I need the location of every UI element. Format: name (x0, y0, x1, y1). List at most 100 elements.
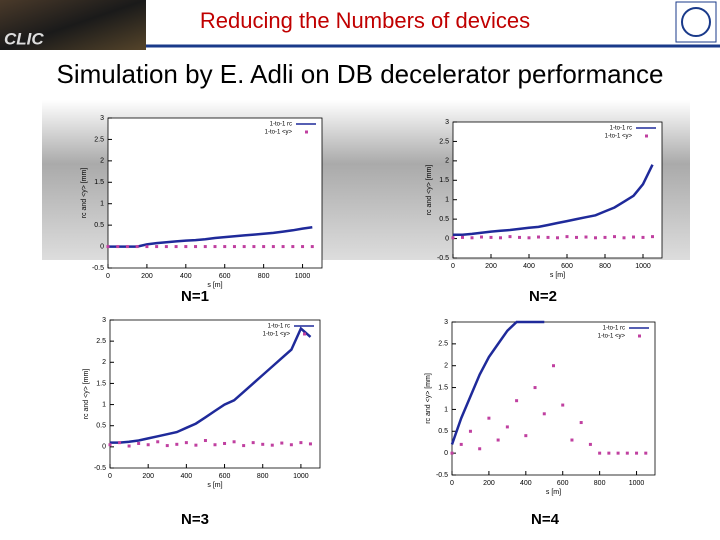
y-tick-label: 2 (444, 363, 448, 370)
y-tick-label: -0.5 (436, 472, 448, 479)
y-tick-label: 1.5 (439, 177, 449, 184)
x-tick-label: 600 (561, 263, 573, 270)
series-point (261, 442, 265, 446)
series-point (281, 245, 285, 249)
series-point (635, 451, 639, 455)
series-point (289, 443, 293, 447)
series-point (308, 442, 312, 446)
y-tick-label: 3 (100, 115, 104, 122)
cern-logo-ring (681, 7, 711, 37)
series-point (603, 235, 607, 239)
plot-area (451, 321, 656, 476)
series-point (146, 443, 150, 447)
x-tick-label: 1000 (293, 473, 309, 480)
series-point (213, 443, 217, 447)
series-point (203, 245, 207, 249)
y-tick-label: 2.5 (439, 138, 449, 145)
y-tick-label: 0 (102, 444, 106, 451)
series-point (213, 245, 217, 249)
x-axis-label: s [m] (546, 489, 561, 496)
y-tick-label: 2 (102, 359, 106, 366)
y-tick-label: 2 (100, 158, 104, 165)
series-point (291, 245, 295, 249)
series-point (155, 245, 159, 249)
series-point (518, 235, 521, 239)
legend-swatch (645, 134, 648, 138)
series-point (644, 451, 648, 455)
series-point (184, 441, 188, 445)
series-point (616, 451, 620, 455)
series-point (537, 235, 540, 239)
series-point (270, 443, 274, 447)
series-point (310, 245, 314, 249)
y-tick-label: 0 (445, 235, 449, 242)
series-point (165, 444, 169, 448)
series-point (232, 245, 236, 249)
x-tick-label: 400 (180, 273, 192, 280)
y-tick-label: 0.5 (94, 222, 104, 229)
y-tick-label: 2.5 (96, 338, 106, 345)
y-tick-label: 3 (444, 319, 448, 326)
plot-area (452, 121, 663, 259)
legend-label: 1-to-1 rc (268, 324, 290, 330)
series-point (116, 245, 120, 249)
legend-swatch (303, 332, 306, 336)
legend-label: 1-to-1 <y> (265, 130, 293, 136)
series-point (470, 236, 474, 240)
series-point (125, 245, 129, 249)
series-point (508, 235, 512, 239)
legend-label: 1-to-1 <y> (605, 134, 633, 140)
y-tick-label: 1.5 (438, 384, 448, 391)
series-point (175, 442, 179, 446)
series-point (135, 245, 139, 249)
series-point (156, 440, 160, 444)
x-axis-label: s [m] (207, 482, 222, 489)
series-point (478, 447, 482, 451)
y-tick-label: 1 (102, 401, 106, 408)
legend-swatch (305, 130, 308, 134)
series-point (118, 441, 122, 445)
series-point (108, 443, 112, 447)
y-tick-label: 3 (102, 317, 106, 324)
series-point (622, 236, 626, 240)
series-point (575, 235, 578, 239)
x-tick-label: 0 (451, 263, 455, 270)
y-axis-label: rc and <y> [mm] (425, 373, 432, 424)
series-point (459, 442, 463, 446)
series-point (252, 245, 256, 249)
series-point (106, 245, 110, 249)
series-point (556, 236, 559, 240)
y-tick-label: 1 (445, 197, 449, 204)
series-point (570, 438, 574, 442)
x-tick-label: 400 (181, 473, 193, 480)
y-tick-label: 1.5 (94, 179, 104, 186)
series-point (651, 235, 654, 239)
series-point (242, 444, 246, 448)
series-point (527, 236, 531, 240)
y-tick-label: -0.5 (92, 265, 104, 272)
y-axis-label: rc and <y> [mm] (426, 165, 433, 216)
slide-subtitle: Simulation by E. Adli on DB decelerator … (57, 59, 664, 89)
y-tick-label: 2 (445, 158, 449, 165)
x-axis-label: s [m] (207, 282, 222, 289)
series-point (489, 235, 493, 239)
x-tick-label: 200 (483, 480, 495, 487)
y-tick-label: 1 (444, 406, 448, 413)
y-tick-label: 0 (100, 243, 104, 250)
x-tick-label: 1000 (635, 263, 651, 270)
y-tick-label: 0.5 (96, 423, 106, 430)
x-axis-label: s [m] (550, 272, 565, 279)
series-point (262, 245, 266, 249)
series-point (194, 443, 198, 447)
series-point (613, 235, 616, 239)
x-tick-label: 1000 (295, 273, 311, 280)
chart-label: N=1 (181, 288, 209, 305)
series-point (579, 421, 583, 425)
series-line (108, 226, 313, 248)
y-tick-label: 1 (100, 201, 104, 208)
plot-area (107, 117, 323, 269)
series-point (542, 412, 546, 416)
chart-label: N=4 (531, 511, 560, 528)
